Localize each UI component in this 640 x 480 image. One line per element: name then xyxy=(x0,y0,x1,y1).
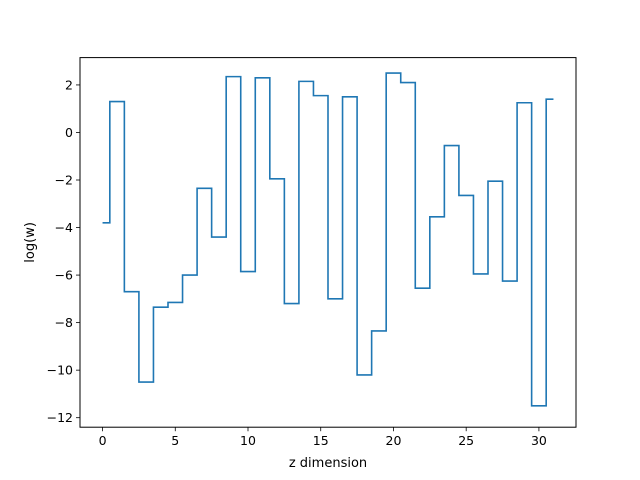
x-axis: 0 5 10 15 20 25 30 xyxy=(99,427,547,448)
x-tick-label: 25 xyxy=(458,433,474,448)
y-tick-label: −12 xyxy=(47,410,73,425)
y-tick-label: 0 xyxy=(65,125,73,140)
y-tick-label: −2 xyxy=(55,173,73,188)
y-axis-label: log(w) xyxy=(23,222,38,263)
series-line xyxy=(102,72,554,407)
axes-frame xyxy=(79,57,577,428)
y-tick-label: −10 xyxy=(47,363,73,378)
y-tick-label: −8 xyxy=(55,315,73,330)
x-tick-label: 20 xyxy=(386,433,402,448)
y-tick-label: −4 xyxy=(55,220,73,235)
x-tick-label: 5 xyxy=(171,433,179,448)
x-tick-label: 30 xyxy=(531,433,547,448)
x-tick-label: 10 xyxy=(240,433,256,448)
x-axis-label: z dimension xyxy=(289,456,367,471)
x-tick-label: 0 xyxy=(99,433,107,448)
y-axis: −12 −10 −8 −6 −4 −2 0 2 xyxy=(47,77,80,425)
x-tick-label: 15 xyxy=(313,433,329,448)
y-tick-label: 2 xyxy=(65,77,73,92)
y-tick-label: −6 xyxy=(55,268,73,283)
